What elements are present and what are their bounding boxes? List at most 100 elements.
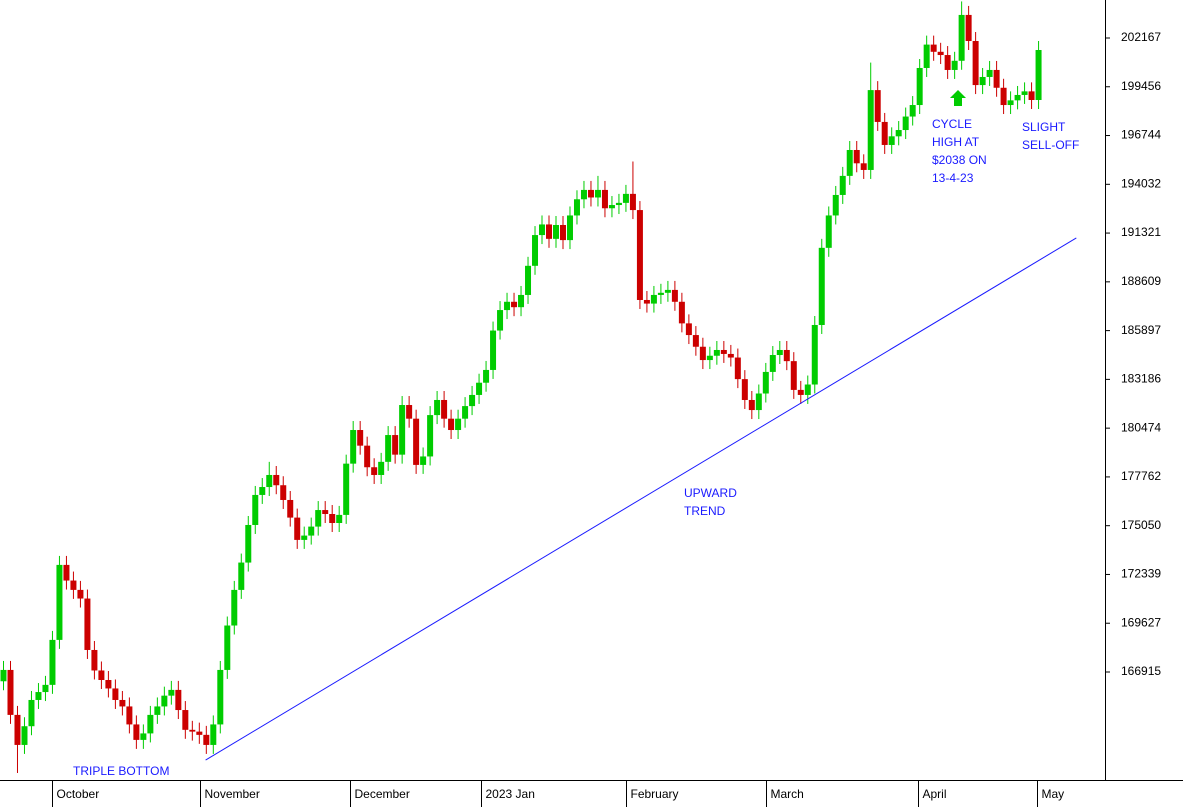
candle-body [371,467,378,475]
candle-body [518,294,525,308]
candle-body [636,210,643,300]
candle-body [182,710,189,730]
candle-body [266,474,273,488]
candle-body [42,684,49,693]
candle-body [797,389,804,395]
candle-body [315,510,322,527]
candle-body [357,430,364,446]
candle-body [881,121,888,145]
candle-body [713,349,720,356]
x-tick-label: May [1042,787,1065,801]
candle-body [469,394,476,407]
candle-body [238,562,245,590]
candle-body [734,357,741,380]
candle-body [350,430,357,464]
candle-body [49,639,56,685]
candle-body [441,399,448,419]
candle-body [378,461,385,475]
candle-body [958,14,965,61]
candle-body [287,499,294,518]
candle-body [252,494,259,525]
candle-body [671,289,678,302]
candle-body [28,699,35,727]
candle-body [559,224,566,241]
candle-body [853,149,860,164]
candle-body [594,189,601,198]
candle-body [189,729,196,732]
candle-body [413,418,420,465]
candle-body [210,724,217,745]
candle-body [727,353,734,358]
candle-body [1007,100,1014,106]
annotation: TRIPLE BOTTOM [73,764,169,778]
x-tick-label: October [57,787,100,801]
candle-body [993,69,1000,88]
candle-body [951,60,958,70]
candle-body [126,706,133,725]
candle-body [979,76,986,86]
x-tick-label: 2023 Jan [486,787,535,801]
candle-body [587,189,594,198]
y-tick-label: 199456 [1121,79,1161,93]
y-tick-label: 185897 [1121,323,1161,337]
candle-body [986,69,993,77]
candle-body [601,189,608,209]
candle-body [399,405,406,455]
annotation: CYCLE [932,117,972,131]
candle-body [511,301,518,308]
candle-body [909,105,916,117]
y-tick-label: 169627 [1121,615,1161,629]
y-tick-label: 194032 [1121,176,1161,190]
candle-body [448,418,455,431]
candle-body [608,205,615,209]
candle-body [643,299,650,304]
candle-body [168,689,175,696]
candle-body [462,406,469,419]
candle-body [406,405,413,419]
y-tick-label: 196744 [1121,128,1161,142]
candle-body [14,714,21,745]
candle-body [930,44,937,52]
candle-body [685,323,692,336]
candle-body [35,692,42,700]
candle-body [1028,91,1035,100]
y-tick-label: 166915 [1121,664,1161,678]
candle-body [196,731,203,735]
candle-body [895,130,902,137]
candle-body [888,136,895,145]
candle-body [329,514,336,523]
candle-body [483,369,490,383]
candle-body [874,90,881,122]
y-tick-label: 177762 [1121,469,1161,483]
candle-body [615,202,622,206]
candle-body [455,418,462,431]
candle-body [1000,87,1007,106]
annotation: UPWARD [684,486,737,500]
candle-body [720,349,727,354]
candle-body [539,224,546,236]
candle-body [245,524,252,563]
candle-body [224,625,231,670]
candle-body [923,44,930,68]
candle-body [7,669,14,715]
annotation: SELL-OFF [1022,138,1079,152]
candle-body [769,355,776,372]
candle-body [860,163,867,170]
candle-body [566,215,573,241]
x-tick-label: March [771,787,804,801]
candle-body [490,330,497,370]
candle-body [811,324,818,385]
candle-body [839,175,846,195]
annotation: HIGH AT [932,135,980,149]
candle-body [755,393,762,411]
candle-body [846,149,853,176]
candle-body [678,301,685,324]
annotation: 13-4-23 [932,171,974,185]
y-tick-label: 188609 [1121,274,1161,288]
candle-body [916,67,923,106]
candle-body [664,289,671,293]
candle-body [762,371,769,394]
candle-body [70,580,77,590]
candle-body [748,399,755,411]
